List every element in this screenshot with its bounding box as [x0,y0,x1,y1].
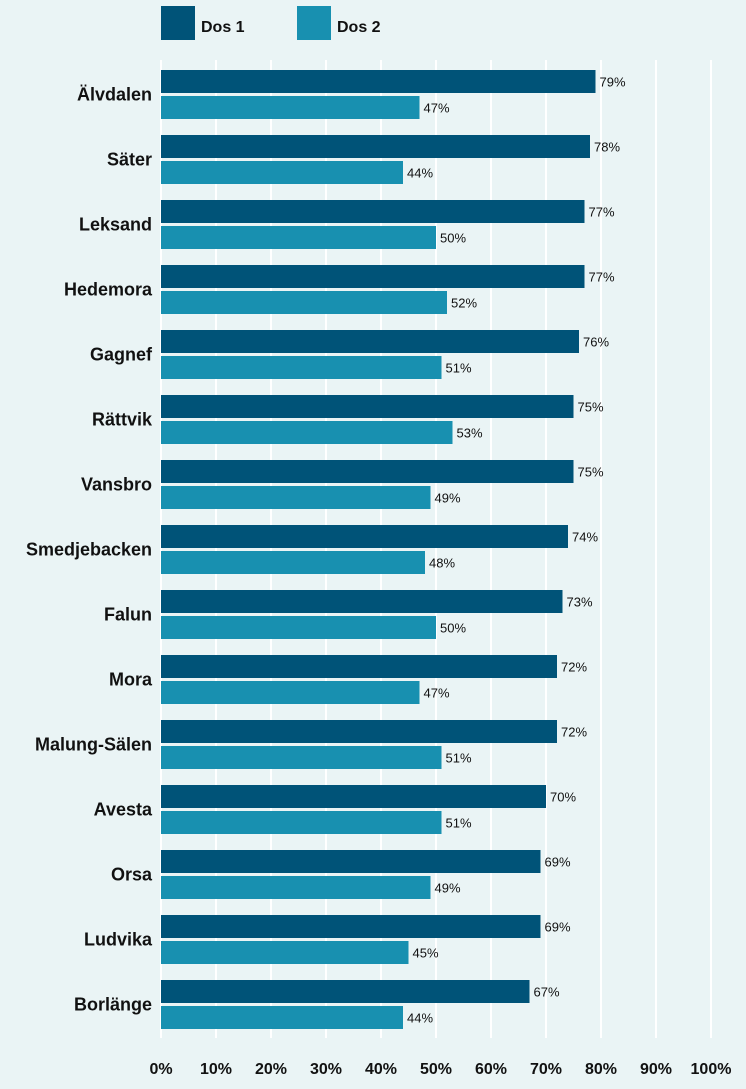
data-label: 47% [424,686,450,701]
legend: Dos 1 Dos 2 [161,6,381,40]
x-tick-label: 70% [530,1061,562,1078]
data-label: 69% [545,855,571,870]
legend-label: Dos 2 [337,19,381,36]
legend-swatch [161,6,195,40]
bar-dos-1 [161,655,557,678]
data-label: 53% [457,426,483,441]
data-label: 72% [561,660,587,675]
category-labels: Älvdalen Säter Leksand Hedemora Gagnef Rättvi… [26,85,153,1015]
bar-dos-2 [161,356,442,379]
bar-dos-2 [161,811,442,834]
data-labels: 79% 47% 78% 44% 77% 50% 77% 52% 76% 51% 75% 53% 75% 4… [407,75,626,1026]
bar-dos-1 [161,460,574,483]
bar-dos-2 [161,681,420,704]
bar-dos-2 [161,96,420,119]
bar-dos-2 [161,226,436,249]
data-label: 72% [561,725,587,740]
category-label: Falun [104,605,152,625]
data-label: 44% [407,166,433,181]
data-label: 74% [572,530,598,545]
bar-dos-2 [161,486,431,509]
bar-dos-1 [161,980,530,1003]
category-label: Smedjebacken [26,540,152,560]
bars [161,70,596,1029]
category-label: Gagnef [90,345,153,365]
data-label: 50% [440,231,466,246]
bar-dos-1 [161,525,568,548]
bar-dos-1 [161,850,541,873]
bar-dos-1 [161,70,596,93]
category-label: Älvdalen [77,85,152,105]
data-label: 45% [413,946,439,961]
category-label: Leksand [79,215,152,235]
data-label: 73% [567,595,593,610]
x-tick-label: 50% [420,1061,452,1078]
category-label: Vansbro [81,475,152,495]
bar-dos-2 [161,1006,403,1029]
data-label: 79% [600,75,626,90]
data-label: 70% [550,790,576,805]
data-label: 77% [589,205,615,220]
bar-dos-2 [161,941,409,964]
bar-dos-1 [161,785,546,808]
data-label: 51% [446,751,472,766]
bar-dos-1 [161,330,579,353]
x-tick-label: 90% [640,1061,672,1078]
bar-dos-2 [161,616,436,639]
bar-dos-1 [161,135,590,158]
category-label: Malung-Sälen [35,735,152,755]
data-label: 75% [578,465,604,480]
category-label: Orsa [111,865,153,885]
bar-dos-2 [161,551,425,574]
category-label: Borlänge [74,995,152,1015]
data-label: 47% [424,101,450,116]
category-label: Mora [109,670,153,690]
data-label: 51% [446,816,472,831]
x-tick-label: 100% [691,1061,732,1078]
x-tick-label: 60% [475,1061,507,1078]
x-tick-label: 30% [310,1061,342,1078]
category-label: Rättvik [92,410,153,430]
x-tick-label: 10% [200,1061,232,1078]
x-tick-label: 0% [149,1061,172,1078]
x-tick-label: 80% [585,1061,617,1078]
bar-dos-1 [161,915,541,938]
legend-swatch [297,6,331,40]
x-tick-label: 40% [365,1061,397,1078]
data-label: 77% [589,270,615,285]
data-label: 52% [451,296,477,311]
x-axis-tick-labels: 0% 10% 20% 30% 40% 50% 60% 70% 80% 90% 100% [149,1061,731,1078]
data-label: 49% [435,491,461,506]
data-label: 50% [440,621,466,636]
legend-label: Dos 1 [201,19,245,36]
bar-dos-2 [161,876,431,899]
x-tick-label: 20% [255,1061,287,1078]
data-label: 69% [545,920,571,935]
category-label: Ludvika [84,930,153,950]
bar-dos-1 [161,395,574,418]
bar-dos-1 [161,720,557,743]
data-label: 48% [429,556,455,571]
data-label: 44% [407,1011,433,1026]
bar-dos-2 [161,291,447,314]
data-label: 67% [534,985,560,1000]
data-label: 78% [594,140,620,155]
data-label: 51% [446,361,472,376]
data-label: 49% [435,881,461,896]
category-label: Säter [107,150,152,170]
data-label: 76% [583,335,609,350]
bar-dos-2 [161,746,442,769]
bar-dos-2 [161,421,453,444]
category-label: Avesta [94,800,153,820]
bar-dos-1 [161,590,563,613]
bar-dos-1 [161,265,585,288]
data-label: 75% [578,400,604,415]
category-label: Hedemora [64,280,153,300]
bar-dos-1 [161,200,585,223]
bar-dos-2 [161,161,403,184]
